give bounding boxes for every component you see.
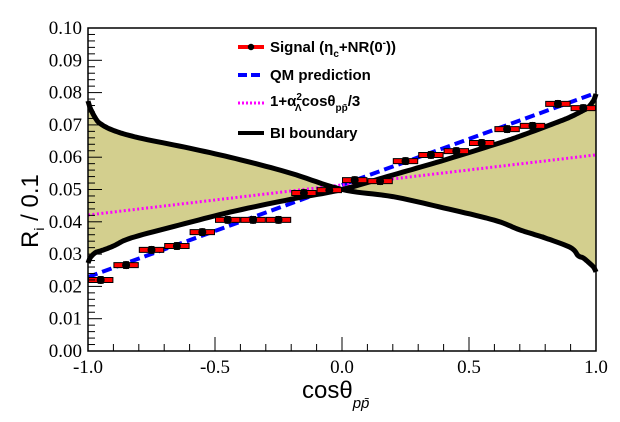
y-tick-label: 0.04: [49, 212, 83, 233]
y-tick-label: 0.09: [49, 50, 82, 71]
signal-marker: [376, 177, 385, 186]
signal-marker: [147, 245, 156, 254]
legend: Signal (ηc+NR(0-)) QM prediction 1+α2 Λco…: [238, 38, 396, 142]
signal-marker: [122, 261, 131, 270]
signal-marker: [452, 147, 461, 156]
signal-marker: [426, 150, 435, 159]
y-axis-title: Ri / 0.1: [17, 174, 47, 248]
signal-point: [342, 176, 368, 185]
y-tick-label: 0.10: [49, 18, 82, 39]
signal-point: [164, 242, 190, 251]
x-tick-label: 0.0: [330, 357, 354, 378]
signal-marker: [401, 157, 410, 166]
bi-region-fill: [88, 93, 596, 272]
signal-point: [265, 215, 292, 224]
signal-marker: [96, 275, 105, 284]
signal-point: [545, 99, 571, 108]
signal-point: [189, 228, 215, 237]
y-tick-label: 0.03: [49, 244, 82, 265]
signal-point: [494, 125, 520, 134]
x-tick-label: -1.0: [73, 357, 103, 378]
signal-marker: [477, 138, 486, 147]
legend-item-alpha: 1+α2 Λcosθpp̄/3: [238, 92, 360, 114]
y-tick-label: 0.07: [49, 115, 82, 136]
signal-point: [240, 215, 266, 224]
signal-marker: [198, 228, 207, 237]
signal-point: [138, 245, 165, 254]
legend-item-qm: QM prediction: [238, 67, 371, 84]
y-tick-label: 0.06: [49, 147, 82, 168]
y-tick-label: 0.02: [49, 276, 82, 297]
legend-qm-label: QM prediction: [270, 67, 371, 84]
signal-point: [469, 138, 495, 147]
signal-points: [88, 99, 596, 284]
legend-item-bi: BI boundary: [238, 125, 358, 142]
signal-point: [113, 261, 139, 270]
signal-marker: [325, 186, 334, 195]
signal-point: [291, 189, 317, 198]
x-tick-label: 1.0: [584, 357, 608, 378]
x-tick-label: 0.5: [457, 357, 481, 378]
y-tick-label: 0.08: [49, 83, 82, 104]
legend-signal-label: Signal (ηc+NR(0-)): [270, 38, 396, 60]
legend-signal-marker: [247, 43, 255, 51]
y-tick-label: 0.01: [49, 309, 82, 330]
signal-marker: [299, 189, 308, 198]
signal-marker: [553, 99, 562, 108]
signal-point: [367, 177, 393, 186]
signal-marker: [172, 242, 181, 251]
signal-point: [316, 186, 342, 195]
signal-point: [418, 150, 444, 159]
legend-alpha-label: 1+α2 Λcosθpp̄/3: [270, 92, 360, 114]
signal-marker: [350, 176, 359, 185]
signal-point: [392, 157, 419, 166]
tick-labels: 0.00 0.01 0.02 0.03 0.04 0.05 0.06 0.07 0.08 0.09…: [49, 18, 608, 378]
signal-point: [570, 104, 596, 113]
series-line-bi-boundary-upper: [85, 100, 599, 273]
signal-point: [215, 215, 241, 224]
signal-marker: [528, 121, 537, 130]
legend-bi-label: BI boundary: [270, 125, 358, 142]
x-axis-title: cosθpp̄: [302, 377, 370, 412]
signal-point: [519, 121, 546, 130]
y-tick-label: 0.00: [49, 341, 82, 362]
signal-point: [443, 147, 469, 156]
signal-marker: [274, 215, 283, 224]
signal-marker: [503, 125, 512, 134]
signal-marker: [579, 104, 588, 113]
legend-item-signal: Signal (ηc+NR(0-)): [238, 38, 396, 60]
bi-region-area: [88, 93, 596, 272]
axis-ticks: [87, 27, 597, 352]
signal-marker: [223, 215, 232, 224]
x-tick-label: -0.5: [200, 357, 230, 378]
y-tick-label: 0.05: [49, 180, 82, 201]
signal-marker: [249, 215, 258, 224]
